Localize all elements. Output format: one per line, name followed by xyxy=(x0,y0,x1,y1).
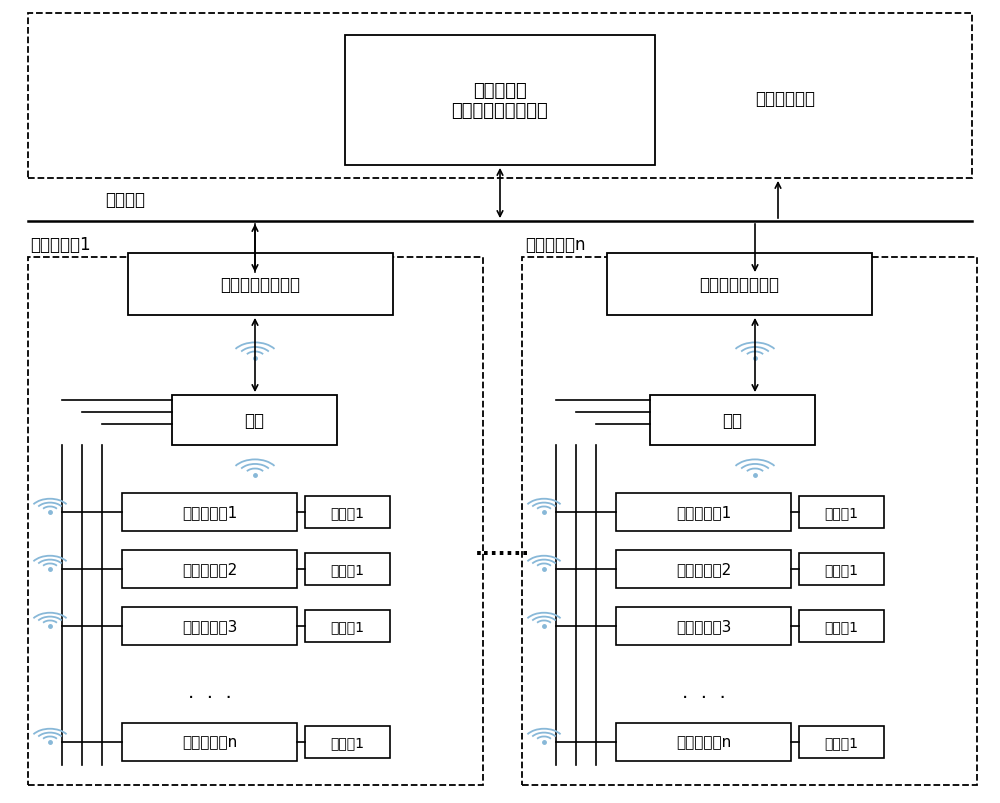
Text: 天线: 天线 xyxy=(722,411,742,430)
Bar xyxy=(128,254,393,316)
Text: 逆变器机柜1: 逆变器机柜1 xyxy=(30,236,91,254)
Text: 测试点1: 测试点1 xyxy=(330,619,364,634)
Bar xyxy=(616,723,791,761)
Bar xyxy=(172,396,337,446)
Bar xyxy=(616,550,791,589)
Bar xyxy=(28,258,483,785)
Text: ·  ·  ·: · · · xyxy=(682,689,725,707)
Text: 测温传感器n: 测温传感器n xyxy=(676,735,731,749)
Text: 测温传感器1: 测温传感器1 xyxy=(676,505,731,520)
Text: 测温传感器1: 测温传感器1 xyxy=(182,505,237,520)
Text: 测温传感器3: 测温传感器3 xyxy=(182,619,237,634)
Text: 测温传感器2: 测温传感器2 xyxy=(676,562,731,577)
Bar xyxy=(799,553,884,585)
Bar xyxy=(305,610,390,642)
Text: 测温传感器3: 测温传感器3 xyxy=(676,619,731,634)
Bar xyxy=(616,493,791,532)
Bar xyxy=(650,396,815,446)
Text: 逆变器机柜n: 逆变器机柜n xyxy=(525,236,586,254)
Bar xyxy=(122,607,297,645)
Text: 测温传感器2: 测温传感器2 xyxy=(182,562,237,577)
Bar xyxy=(799,726,884,758)
Text: ·  ·  ·: · · · xyxy=(188,689,231,707)
Text: ·······: ······· xyxy=(475,544,530,563)
Text: 远程服务器
或光伏电站主控系统: 远程服务器 或光伏电站主控系统 xyxy=(452,81,548,120)
Bar xyxy=(28,14,972,179)
Text: 信号采集及控制器: 信号采集及控制器 xyxy=(220,275,300,294)
Text: 测试点1: 测试点1 xyxy=(330,735,364,749)
Text: 测试点1: 测试点1 xyxy=(825,619,859,634)
Text: 测温传感器n: 测温传感器n xyxy=(182,735,237,749)
Text: 信号采集及控制器: 信号采集及控制器 xyxy=(700,275,780,294)
Bar xyxy=(616,607,791,645)
Bar xyxy=(799,496,884,528)
Bar xyxy=(607,254,872,316)
Text: 测试点1: 测试点1 xyxy=(825,562,859,577)
Text: 测试点1: 测试点1 xyxy=(330,505,364,520)
Bar xyxy=(122,723,297,761)
Text: 测试点1: 测试点1 xyxy=(330,562,364,577)
Text: 通讯总线: 通讯总线 xyxy=(105,191,145,209)
Text: 测试点1: 测试点1 xyxy=(825,505,859,520)
Text: 测试点1: 测试点1 xyxy=(825,735,859,749)
Text: 可拓展的功能: 可拓展的功能 xyxy=(755,90,815,108)
Bar xyxy=(305,726,390,758)
Bar xyxy=(122,493,297,532)
Bar xyxy=(122,550,297,589)
Bar xyxy=(522,258,977,785)
Bar xyxy=(305,553,390,585)
Bar xyxy=(305,496,390,528)
Bar xyxy=(345,36,655,165)
Bar xyxy=(799,610,884,642)
Text: 天线: 天线 xyxy=(244,411,264,430)
